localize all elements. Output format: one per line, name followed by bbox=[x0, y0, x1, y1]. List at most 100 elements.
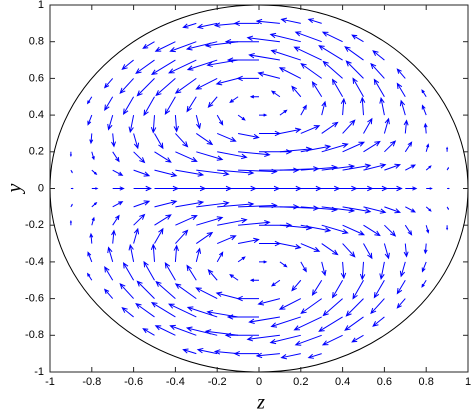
arrow bbox=[104, 96, 114, 112]
arrow bbox=[396, 279, 406, 295]
arrow bbox=[175, 215, 198, 226]
arrow bbox=[278, 67, 302, 79]
arrow bbox=[352, 77, 364, 97]
arrow bbox=[150, 115, 157, 134]
arrow bbox=[217, 201, 255, 208]
arrow bbox=[133, 151, 146, 164]
arrow bbox=[87, 251, 93, 263]
arrow bbox=[216, 251, 224, 263]
arrow bbox=[291, 279, 302, 292]
arrow bbox=[379, 97, 385, 116]
arrow bbox=[342, 224, 366, 236]
x-tick-label: 0.4 bbox=[335, 376, 350, 388]
arrow bbox=[207, 269, 218, 281]
arrow bbox=[405, 186, 418, 191]
arrow bbox=[359, 261, 366, 281]
arrow bbox=[70, 203, 73, 208]
arrow bbox=[112, 201, 124, 208]
arrow bbox=[87, 114, 93, 126]
arrow bbox=[359, 96, 366, 116]
arrow bbox=[352, 280, 364, 300]
arrow bbox=[351, 334, 364, 343]
arrow bbox=[128, 243, 135, 262]
arrow bbox=[173, 115, 179, 133]
arrow bbox=[121, 307, 134, 318]
arrow bbox=[421, 279, 427, 288]
arrow bbox=[396, 82, 406, 98]
x-tick-label: -1 bbox=[45, 376, 55, 388]
arrow bbox=[270, 90, 281, 98]
arrow bbox=[363, 163, 387, 171]
arrow bbox=[233, 350, 259, 357]
arrow bbox=[136, 78, 155, 97]
arrow bbox=[257, 298, 281, 306]
arrow bbox=[270, 316, 301, 328]
arrow bbox=[249, 278, 259, 282]
arrow bbox=[345, 298, 364, 317]
arrow bbox=[213, 349, 239, 355]
arrow bbox=[142, 41, 155, 49]
arrow bbox=[133, 169, 151, 177]
arrow bbox=[112, 169, 124, 176]
arrow bbox=[174, 283, 197, 300]
arrow bbox=[169, 41, 197, 53]
arrow bbox=[226, 57, 259, 63]
arrow bbox=[155, 78, 176, 97]
arrow bbox=[259, 222, 293, 228]
arrow bbox=[321, 164, 356, 171]
arrow bbox=[383, 243, 390, 260]
arrow bbox=[293, 316, 322, 331]
arrow bbox=[342, 206, 372, 214]
arrow bbox=[133, 200, 151, 208]
y-tick-label: -0.2 bbox=[25, 219, 44, 231]
arrow bbox=[224, 332, 259, 339]
arrow bbox=[363, 243, 373, 260]
arrow bbox=[175, 151, 198, 162]
x-tick-label: 0.6 bbox=[377, 376, 392, 388]
arrow bbox=[321, 121, 339, 134]
arrow bbox=[321, 243, 339, 256]
arrow bbox=[196, 133, 214, 146]
arrow bbox=[196, 200, 230, 208]
arrow bbox=[370, 298, 385, 315]
arrow bbox=[91, 151, 95, 161]
arrow bbox=[291, 85, 302, 98]
y-axis-label: y bbox=[4, 183, 26, 194]
arrow bbox=[342, 163, 372, 171]
arrow bbox=[112, 186, 125, 191]
arrow bbox=[86, 272, 93, 281]
arrow bbox=[321, 206, 356, 213]
arrow bbox=[175, 169, 205, 177]
arrow bbox=[279, 243, 302, 250]
arrow bbox=[217, 235, 237, 245]
arrow bbox=[133, 227, 140, 244]
arrow bbox=[69, 219, 72, 226]
arrow bbox=[169, 324, 197, 336]
arrow bbox=[135, 59, 155, 74]
arrow bbox=[322, 60, 343, 79]
arrow bbox=[195, 77, 218, 90]
arrow bbox=[195, 114, 202, 130]
x-axis-label: z bbox=[256, 392, 265, 413]
arrow bbox=[91, 187, 99, 190]
arrow bbox=[196, 347, 218, 355]
arrow bbox=[384, 140, 397, 153]
arrow bbox=[237, 114, 246, 121]
arrow bbox=[425, 165, 432, 171]
arrow bbox=[112, 151, 120, 163]
arrow bbox=[206, 309, 239, 318]
arrow bbox=[246, 35, 280, 43]
arrow bbox=[217, 169, 255, 176]
arrow bbox=[196, 22, 218, 30]
arrow bbox=[423, 122, 428, 134]
arrow bbox=[104, 265, 114, 281]
y-tick-label: -0.8 bbox=[25, 329, 44, 341]
arrow bbox=[224, 38, 259, 45]
arrow bbox=[107, 114, 114, 131]
arrow bbox=[300, 243, 321, 252]
arrow bbox=[229, 274, 239, 281]
arrow bbox=[321, 224, 349, 235]
arrow bbox=[185, 41, 218, 51]
arrow bbox=[119, 283, 134, 299]
arrow bbox=[195, 247, 202, 263]
